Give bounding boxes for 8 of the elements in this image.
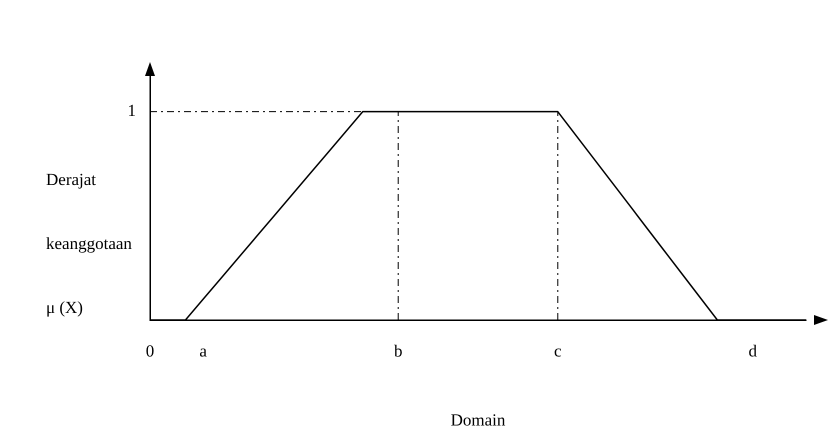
x-axis-title: Domain — [450, 410, 506, 430]
x-tick-label: b — [394, 342, 402, 361]
x-tick-label: c — [554, 342, 562, 361]
x-tick-label: a — [199, 342, 208, 361]
x-tick-label: 0 — [146, 342, 154, 361]
ref-line-label: 1 — [128, 101, 136, 120]
text: Derajat keanggotaan μ (X) — [46, 170, 132, 317]
x-tick-label: d — [748, 342, 758, 361]
